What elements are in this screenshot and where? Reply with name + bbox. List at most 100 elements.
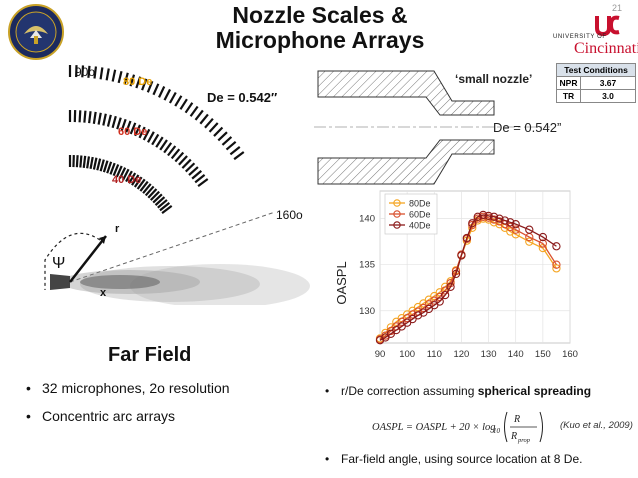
microphone-mark [163,88,172,101]
bullet-dot: • [26,380,31,396]
psi-arc [44,232,101,290]
microphone-mark [88,111,92,124]
microphone-mark [99,159,105,172]
microphone-mark [157,199,168,209]
microphone-mark [135,76,142,89]
microphone-mark [112,164,120,177]
r-label: r [115,223,120,235]
nozzle-de-label: De = 0.542” [493,120,562,135]
bullet-dot: • [26,408,31,424]
microphone-mark [93,66,98,79]
microphone-mark [116,117,122,130]
microphone-mark [120,118,127,131]
series-point-40De [478,210,488,220]
microphone-mark [138,126,146,139]
chart-ticks: 90 100 110 120 130 140 150 160 130 135 140 [359,214,578,360]
tc-value-tr: 3.0 [580,89,636,103]
svg-text:OASPL = OASPL + 20 × log: OASPL = OASPL + 20 × log [372,422,496,433]
microphone-mark [86,156,91,169]
microphone-mark [125,170,133,183]
test-conditions-table: Test Conditions NPR 3.67 TR 3.0 [556,63,636,103]
oaspl-equation: OASPL = OASPL + 20 × log 10 R R prop [372,411,543,444]
microphone-mark [208,122,219,133]
table-row: NPR 3.67 [556,76,636,90]
microphone-mark [170,148,181,160]
microphone-mark [151,133,160,146]
microphone-mark [87,65,91,78]
microphone-mark [204,117,214,129]
microphone-mark [152,83,160,96]
svg-text:prop: prop [517,437,531,444]
bullet-dot: • [325,384,330,398]
x-tick-label: 120 [453,349,469,360]
tc-value-npr: 3.67 [580,76,636,90]
microphone-mark [159,139,168,151]
microphone-mark [129,74,136,87]
jet-plume [60,264,310,305]
microphone-mark [152,193,163,204]
legend-marker [393,199,401,207]
de-label: De = 0.542″ [207,90,277,105]
series-point-40De [495,214,504,223]
microphone-mark [118,167,127,179]
microphone-mark [181,158,192,169]
microphone-mark [141,78,148,91]
microphone-mark [155,136,164,148]
microphone-mark [83,110,87,123]
microphone-mark [161,205,173,214]
microphone-mark [229,145,241,156]
microphone-mark [102,160,109,173]
x-tick-label: 150 [535,349,551,360]
microphone-mark [111,69,117,82]
microphone-mark [225,140,237,151]
navy-seal-logo [8,4,64,60]
microphone-mark [109,162,116,175]
table-row: TR 3.0 [556,89,636,103]
microphone-mark [105,68,110,81]
microphone-mark [131,174,140,186]
microphone-mark [174,95,183,107]
series-point-40De [506,218,515,227]
x-tick-label: 160 [562,349,578,360]
uc-university-of: UNIVERSITY OF [553,34,607,40]
bullet-dot: • [325,452,330,466]
arc-label-40: 40 De [112,174,141,186]
microphone-mark [117,70,123,84]
microphone-mark [194,174,206,184]
microphone-mark [142,183,152,194]
test-conditions-header: Test Conditions [556,63,636,77]
angle-160-label: 160o [276,208,303,222]
microphone-mark [106,161,113,174]
microphone-mark [217,131,228,142]
y-tick-label: 130 [359,306,375,317]
svg-text:R: R [513,414,520,425]
x-tick-label: 130 [481,349,497,360]
uc-name: Cincinnati [574,40,638,57]
x-tick-label: 90 [375,349,386,360]
microphone-mark [139,180,149,192]
microphone-mark [75,155,79,168]
angle-160-line [69,211,276,283]
series-point-40De [435,297,444,306]
microphone-mark [133,176,143,188]
svg-text:R: R [510,431,517,442]
legend-marker [393,210,401,218]
microphone-mark [99,67,104,80]
microphone-arcs [68,65,245,214]
microphone-mark [82,155,87,168]
tc-label-npr: NPR [556,76,581,90]
microphone-mark [174,151,185,163]
far-field-label: Far Field [108,344,192,366]
citation-kuo: (Kuo et al., 2009) [560,420,633,431]
microphone-mark [96,158,102,171]
bullet-arcs: • Concentric arc arrays [26,408,175,424]
angle-90-label: 90o [75,65,95,79]
bullet-correction-prefix: r/De correction assuming [341,384,478,398]
series-point-60De [552,260,561,269]
microphone-mark [78,110,82,123]
microphone-mark [167,145,177,157]
small-nozzle-label: ‘small nozzle’ [455,72,533,86]
microphone-mark [213,126,224,137]
series-point-60De [511,225,520,234]
